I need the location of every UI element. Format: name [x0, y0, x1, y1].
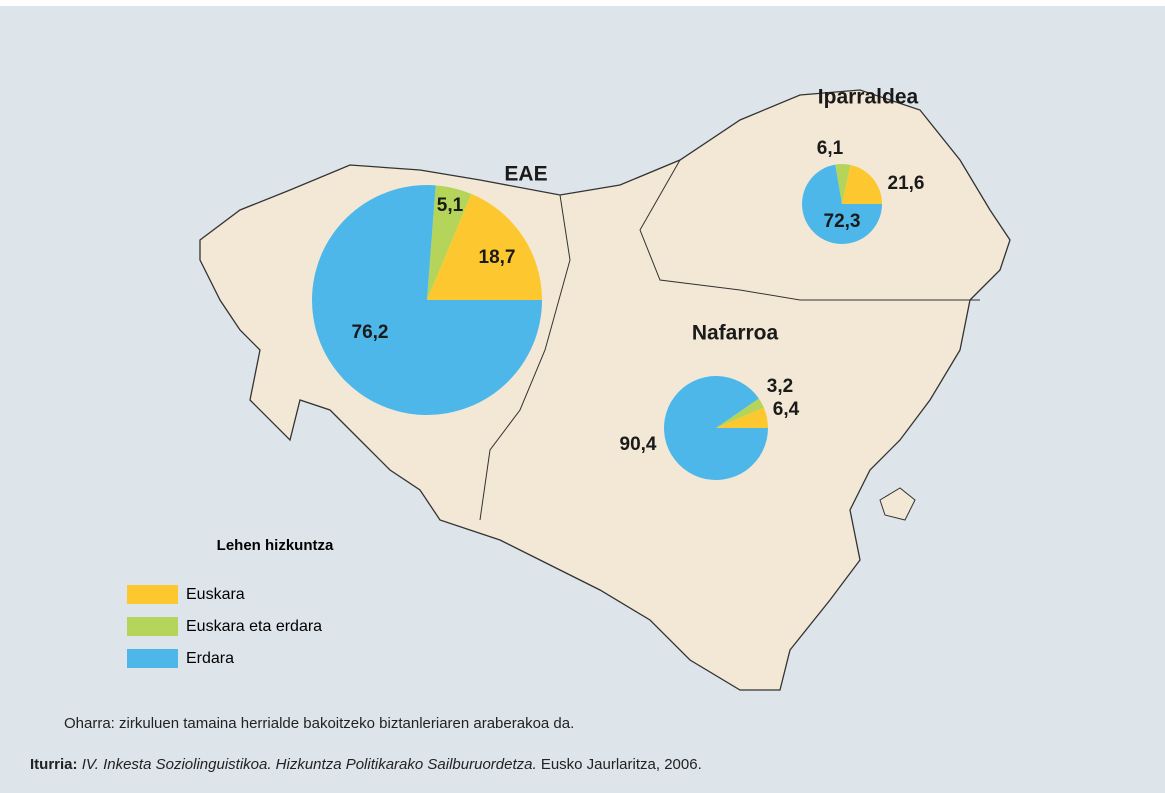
- region-title: Nafarroa: [692, 322, 779, 345]
- value-label: 6,1: [817, 138, 844, 159]
- legend-swatch: [127, 617, 178, 636]
- pie-slice: [716, 407, 768, 428]
- border: [479, 159, 980, 521]
- legend-title: Lehen hizkuntza: [217, 537, 334, 554]
- value-label: 18,7: [479, 247, 516, 268]
- legend-swatch: [127, 649, 178, 668]
- source-publisher: Eusko Jaurlaritza, 2006.: [540, 756, 702, 773]
- source-label: Iturria:: [30, 756, 78, 773]
- source: Iturria: IV. Inkesta Soziolinguistikoa. …: [30, 756, 702, 773]
- pie-slice: [427, 185, 472, 300]
- region-title: EAE: [504, 163, 547, 186]
- note: Oharra: zirkuluen tamaina herrialde bako…: [64, 715, 575, 732]
- legend-label: Erdara: [186, 650, 234, 667]
- pie-slice: [802, 164, 882, 244]
- legend-label: Euskara eta erdara: [186, 618, 322, 635]
- pie-slice: [716, 398, 764, 428]
- pie-slice: [427, 193, 542, 300]
- value-label: 72,3: [824, 211, 861, 232]
- value-label: 76,2: [352, 322, 389, 343]
- value-label: 5,1: [437, 195, 464, 216]
- legend-swatch: [127, 585, 178, 604]
- value-label: 6,4: [773, 399, 800, 420]
- pie-slice: [664, 376, 769, 481]
- top-strip: [0, 0, 1165, 6]
- source-title: IV. Inkesta Soziolinguistikoa. Hizkuntza…: [81, 756, 537, 773]
- value-label: 21,6: [888, 173, 925, 194]
- value-label: 3,2: [767, 376, 793, 397]
- pie-slice: [835, 164, 851, 204]
- legend-label: Euskara: [186, 586, 245, 603]
- value-label: 90,4: [620, 434, 657, 455]
- pie-slice: [311, 184, 542, 415]
- pie-slice: [842, 164, 882, 204]
- region-title: Iparraldea: [818, 86, 919, 109]
- island: [879, 487, 916, 521]
